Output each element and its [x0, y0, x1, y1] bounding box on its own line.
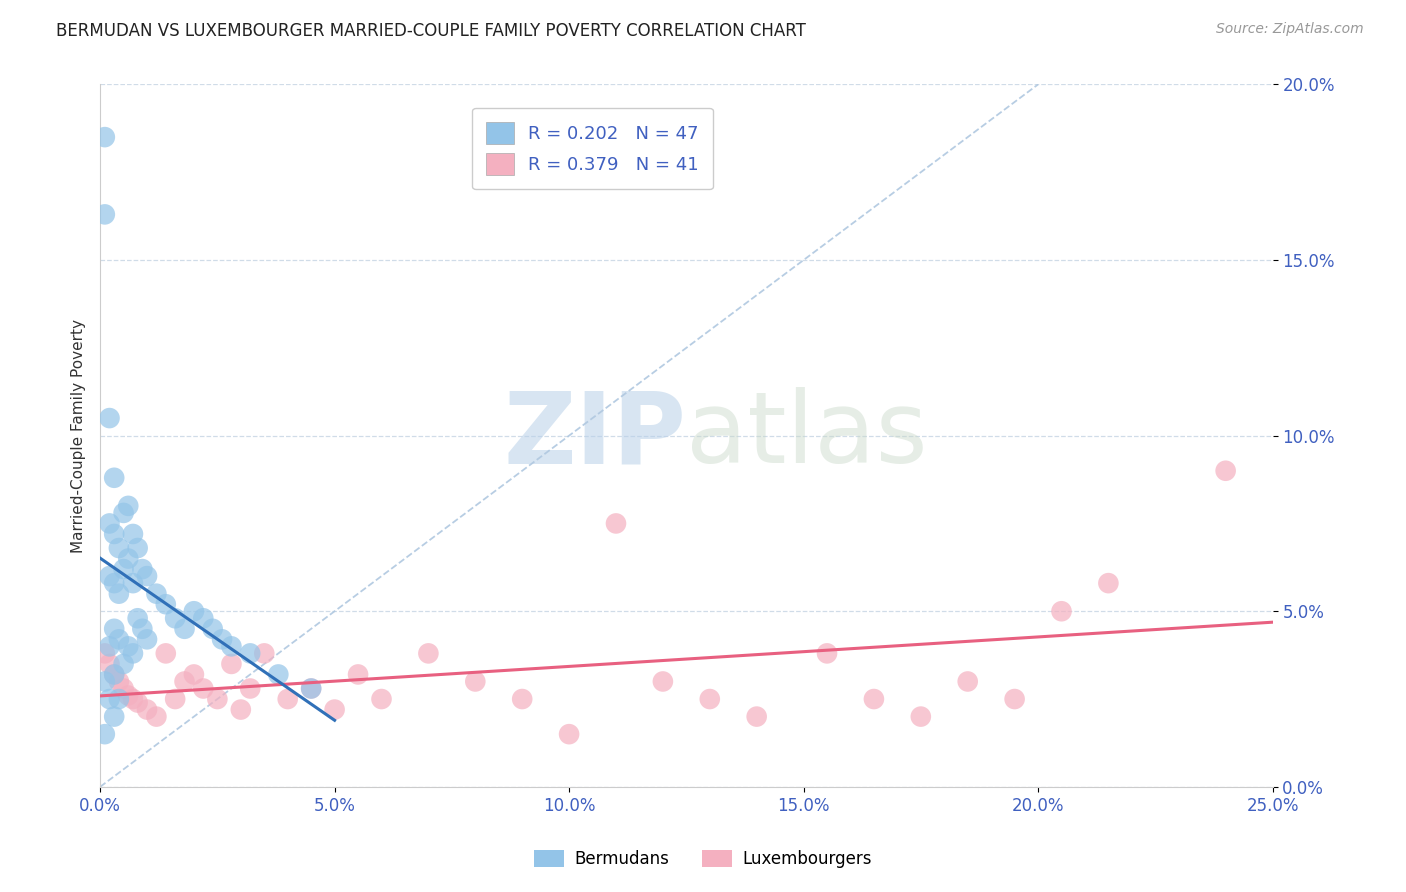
Point — [103, 622, 125, 636]
Point — [207, 692, 229, 706]
Point — [94, 646, 117, 660]
Point — [103, 667, 125, 681]
Point — [558, 727, 581, 741]
Point — [98, 640, 121, 654]
Point — [253, 646, 276, 660]
Point — [183, 667, 205, 681]
Y-axis label: Married-Couple Family Poverty: Married-Couple Family Poverty — [72, 318, 86, 553]
Point — [165, 692, 187, 706]
Point — [117, 551, 139, 566]
Point — [863, 692, 886, 706]
Point — [136, 569, 159, 583]
Point — [815, 646, 838, 660]
Point — [127, 696, 149, 710]
Point — [117, 499, 139, 513]
Point — [108, 692, 131, 706]
Point — [193, 681, 215, 696]
Text: Source: ZipAtlas.com: Source: ZipAtlas.com — [1216, 22, 1364, 37]
Point — [94, 207, 117, 221]
Point — [103, 527, 125, 541]
Point — [112, 681, 135, 696]
Point — [108, 587, 131, 601]
Point — [1097, 576, 1119, 591]
Point — [510, 692, 533, 706]
Point — [112, 657, 135, 671]
Point — [173, 674, 195, 689]
Point — [131, 562, 153, 576]
Point — [108, 632, 131, 647]
Point — [605, 516, 627, 531]
Point — [98, 411, 121, 425]
Point — [122, 576, 145, 591]
Point — [1004, 692, 1026, 706]
Point — [211, 632, 233, 647]
Point — [103, 471, 125, 485]
Point — [956, 674, 979, 689]
Point — [299, 681, 322, 696]
Point — [1215, 464, 1237, 478]
Point — [145, 587, 167, 601]
Point — [108, 541, 131, 555]
Point — [136, 632, 159, 647]
Legend: R = 0.202   N = 47, R = 0.379   N = 41: R = 0.202 N = 47, R = 0.379 N = 41 — [472, 108, 713, 189]
Text: BERMUDAN VS LUXEMBOURGER MARRIED-COUPLE FAMILY POVERTY CORRELATION CHART: BERMUDAN VS LUXEMBOURGER MARRIED-COUPLE … — [56, 22, 806, 40]
Point — [136, 702, 159, 716]
Point — [122, 692, 145, 706]
Point — [98, 569, 121, 583]
Point — [201, 622, 224, 636]
Point — [131, 622, 153, 636]
Point — [127, 611, 149, 625]
Point — [464, 674, 486, 689]
Point — [155, 597, 177, 611]
Point — [323, 702, 346, 716]
Point — [347, 667, 370, 681]
Point — [98, 692, 121, 706]
Point — [1050, 604, 1073, 618]
Point — [145, 709, 167, 723]
Point — [103, 576, 125, 591]
Point — [155, 646, 177, 660]
Point — [98, 516, 121, 531]
Point — [299, 681, 322, 696]
Point — [122, 646, 145, 660]
Point — [112, 562, 135, 576]
Point — [418, 646, 440, 660]
Point — [108, 674, 131, 689]
Point — [239, 681, 262, 696]
Point — [221, 640, 243, 654]
Point — [277, 692, 299, 706]
Point — [745, 709, 768, 723]
Point — [103, 709, 125, 723]
Point — [98, 657, 121, 671]
Point — [221, 657, 243, 671]
Point — [173, 622, 195, 636]
Point — [165, 611, 187, 625]
Point — [239, 646, 262, 660]
Point — [651, 674, 673, 689]
Point — [699, 692, 721, 706]
Point — [370, 692, 392, 706]
Text: atlas: atlas — [686, 387, 928, 484]
Point — [94, 727, 117, 741]
Point — [267, 667, 290, 681]
Point — [229, 702, 252, 716]
Point — [193, 611, 215, 625]
Point — [94, 130, 117, 145]
Point — [103, 667, 125, 681]
Point — [117, 689, 139, 703]
Point — [94, 674, 117, 689]
Point — [122, 527, 145, 541]
Legend: Bermudans, Luxembourgers: Bermudans, Luxembourgers — [527, 843, 879, 875]
Point — [112, 506, 135, 520]
Point — [127, 541, 149, 555]
Point — [910, 709, 932, 723]
Point — [183, 604, 205, 618]
Text: ZIP: ZIP — [503, 387, 686, 484]
Point — [117, 640, 139, 654]
